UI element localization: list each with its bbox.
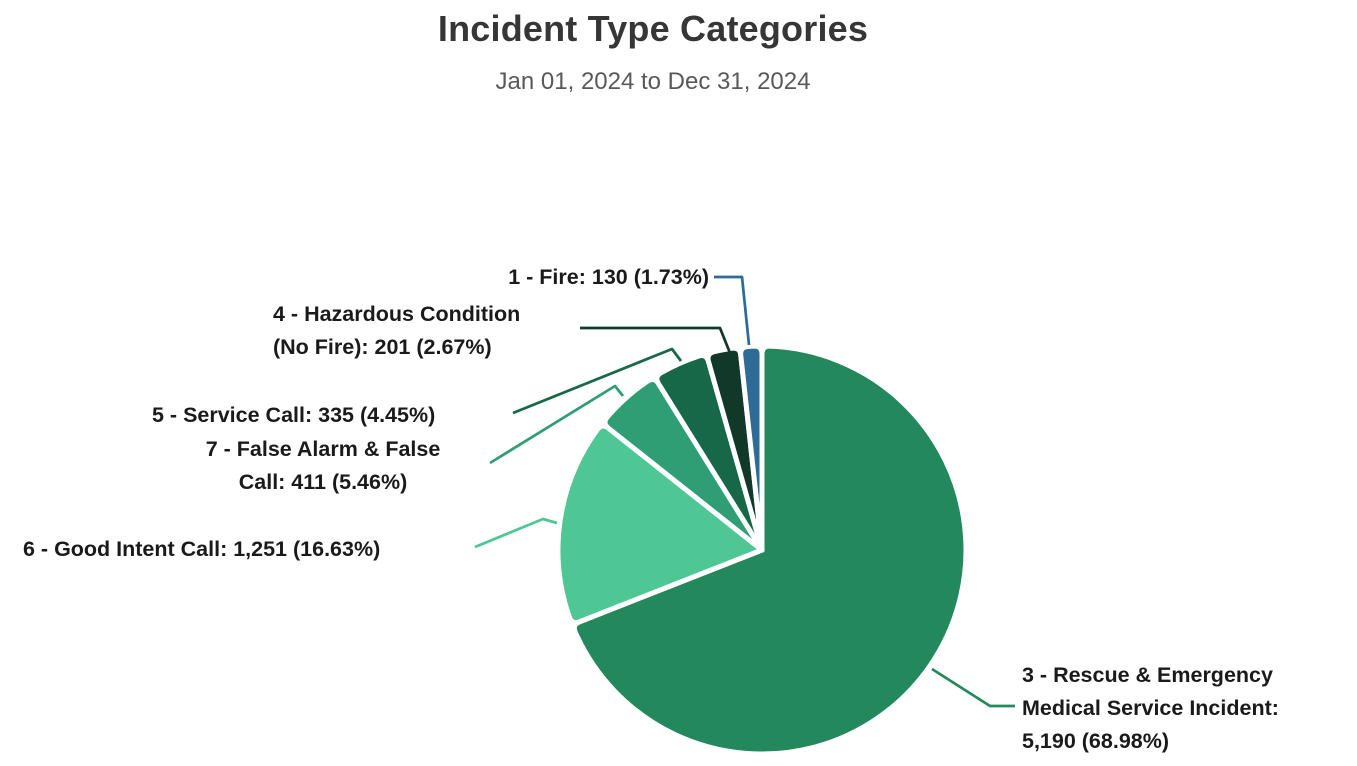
slice-label-rescue-ems: 3 - Rescue & Emergency Medical Service I… bbox=[1022, 663, 1279, 753]
slice-label-service-call: 5 - Service Call: 335 (4.45%) bbox=[152, 403, 436, 427]
leader-line-fire bbox=[714, 275, 751, 346]
pie-slice-fire[interactable] bbox=[738, 343, 765, 553]
chart-title: Incident Type Categories bbox=[437, 8, 869, 49]
pie-slice-rescue-ems[interactable] bbox=[571, 343, 969, 757]
leader-line-hazardous bbox=[580, 326, 732, 354]
leader-line-service-call bbox=[512, 347, 683, 415]
slice-label-hazardous: 4 - Hazardous Condition (No Fire): 201 (… bbox=[273, 302, 521, 359]
pie-slice-good-intent[interactable] bbox=[555, 423, 765, 626]
leader-line-false-alarm bbox=[489, 384, 625, 465]
slice-label-good-intent: 6 - Good Intent Call: 1,251 (16.63%) bbox=[23, 537, 381, 561]
slice-label-fire: 1 - Fire: 130 (1.73%) bbox=[508, 265, 709, 289]
slice-label-false-alarm: 7 - False Alarm & False Call: 411 (5.46%… bbox=[205, 437, 441, 494]
chart-subtitle: Jan 01, 2024 to Dec 31, 2024 bbox=[495, 68, 811, 95]
leader-line-rescue-ems bbox=[931, 667, 1015, 708]
leader-line-good-intent bbox=[474, 517, 558, 549]
